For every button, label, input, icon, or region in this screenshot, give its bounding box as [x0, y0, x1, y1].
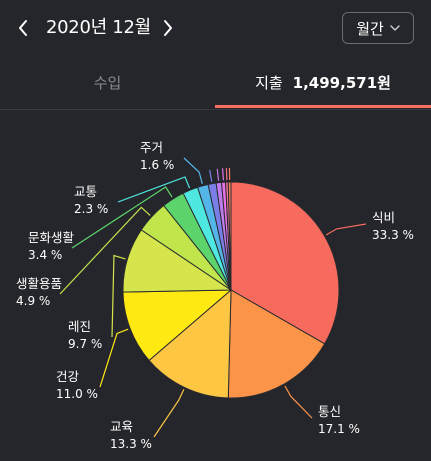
header: 2020년 12월 월간 — [0, 0, 431, 58]
prev-month-button[interactable] — [12, 12, 34, 44]
pie-slice — [227, 289, 326, 399]
leader-line — [111, 254, 126, 338]
leader-line — [59, 206, 151, 295]
leader-line — [209, 169, 213, 182]
tab-income-label: 수입 — [93, 73, 122, 92]
chevron-left-icon — [19, 20, 27, 36]
slice-label: 교육 — [110, 419, 133, 434]
leader-line — [284, 385, 313, 419]
slice-label: 레진 — [68, 319, 91, 334]
pie-slice — [227, 181, 232, 291]
pie-slice — [148, 288, 232, 399]
leader-line — [117, 176, 191, 203]
chevron-right-icon — [164, 20, 172, 36]
slice-label: 통신 — [318, 404, 341, 419]
slice-label: 건강 — [56, 369, 80, 384]
leader-line — [71, 186, 173, 249]
slice-percent: 33.3 % — [372, 228, 414, 242]
slice-percent: 3.4 % — [28, 248, 62, 262]
tab-expense[interactable]: 지출 1,499,571원 — [215, 58, 431, 106]
month-title: 2020년 12월 — [46, 17, 151, 38]
tab-income[interactable]: 수입 — [0, 58, 215, 106]
leader-line — [325, 223, 367, 236]
slice-label: 식비 — [372, 210, 395, 225]
leader-line — [221, 168, 225, 181]
slice-percent: 9.7 % — [68, 337, 102, 351]
slice-label: 생활용품 — [16, 276, 62, 291]
slice-label: 교통 — [74, 184, 97, 199]
next-month-button[interactable] — [157, 12, 179, 44]
pie-slice — [122, 289, 233, 362]
slice-percent: 13.3 % — [110, 437, 152, 451]
slice-percent: 1.6 % — [140, 158, 174, 172]
period-select-label: 월간 — [356, 19, 384, 38]
period-select[interactable]: 월간 — [342, 12, 414, 44]
tab-bar: 수입 지출 1,499,571원 — [0, 58, 431, 110]
pie-slice — [230, 181, 340, 345]
expense-total: 1,499,571원 — [292, 73, 391, 92]
slice-label: 주거 — [140, 140, 163, 155]
leader-line — [183, 157, 203, 184]
leader-line — [216, 168, 220, 181]
slice-percent: 4.9 % — [16, 294, 50, 308]
expense-pie-chart: 식비 33.3 % 통신 17.1 % 교육 13.3 % 건강 11.0 % 레진 9.7 % 생… — [16, 140, 414, 451]
tab-active-indicator — [215, 105, 431, 108]
slice-label: 문화생활 — [28, 230, 75, 245]
chevron-down-icon — [390, 24, 400, 31]
slice-percent: 11.0 % — [56, 387, 98, 401]
divider — [0, 109, 431, 110]
leader-line — [99, 328, 129, 388]
leader-line — [153, 389, 185, 438]
slice-percent: 2.3 % — [74, 202, 108, 216]
slice-percent: 17.1 % — [318, 422, 360, 436]
tab-expense-label: 지출 — [255, 73, 283, 92]
